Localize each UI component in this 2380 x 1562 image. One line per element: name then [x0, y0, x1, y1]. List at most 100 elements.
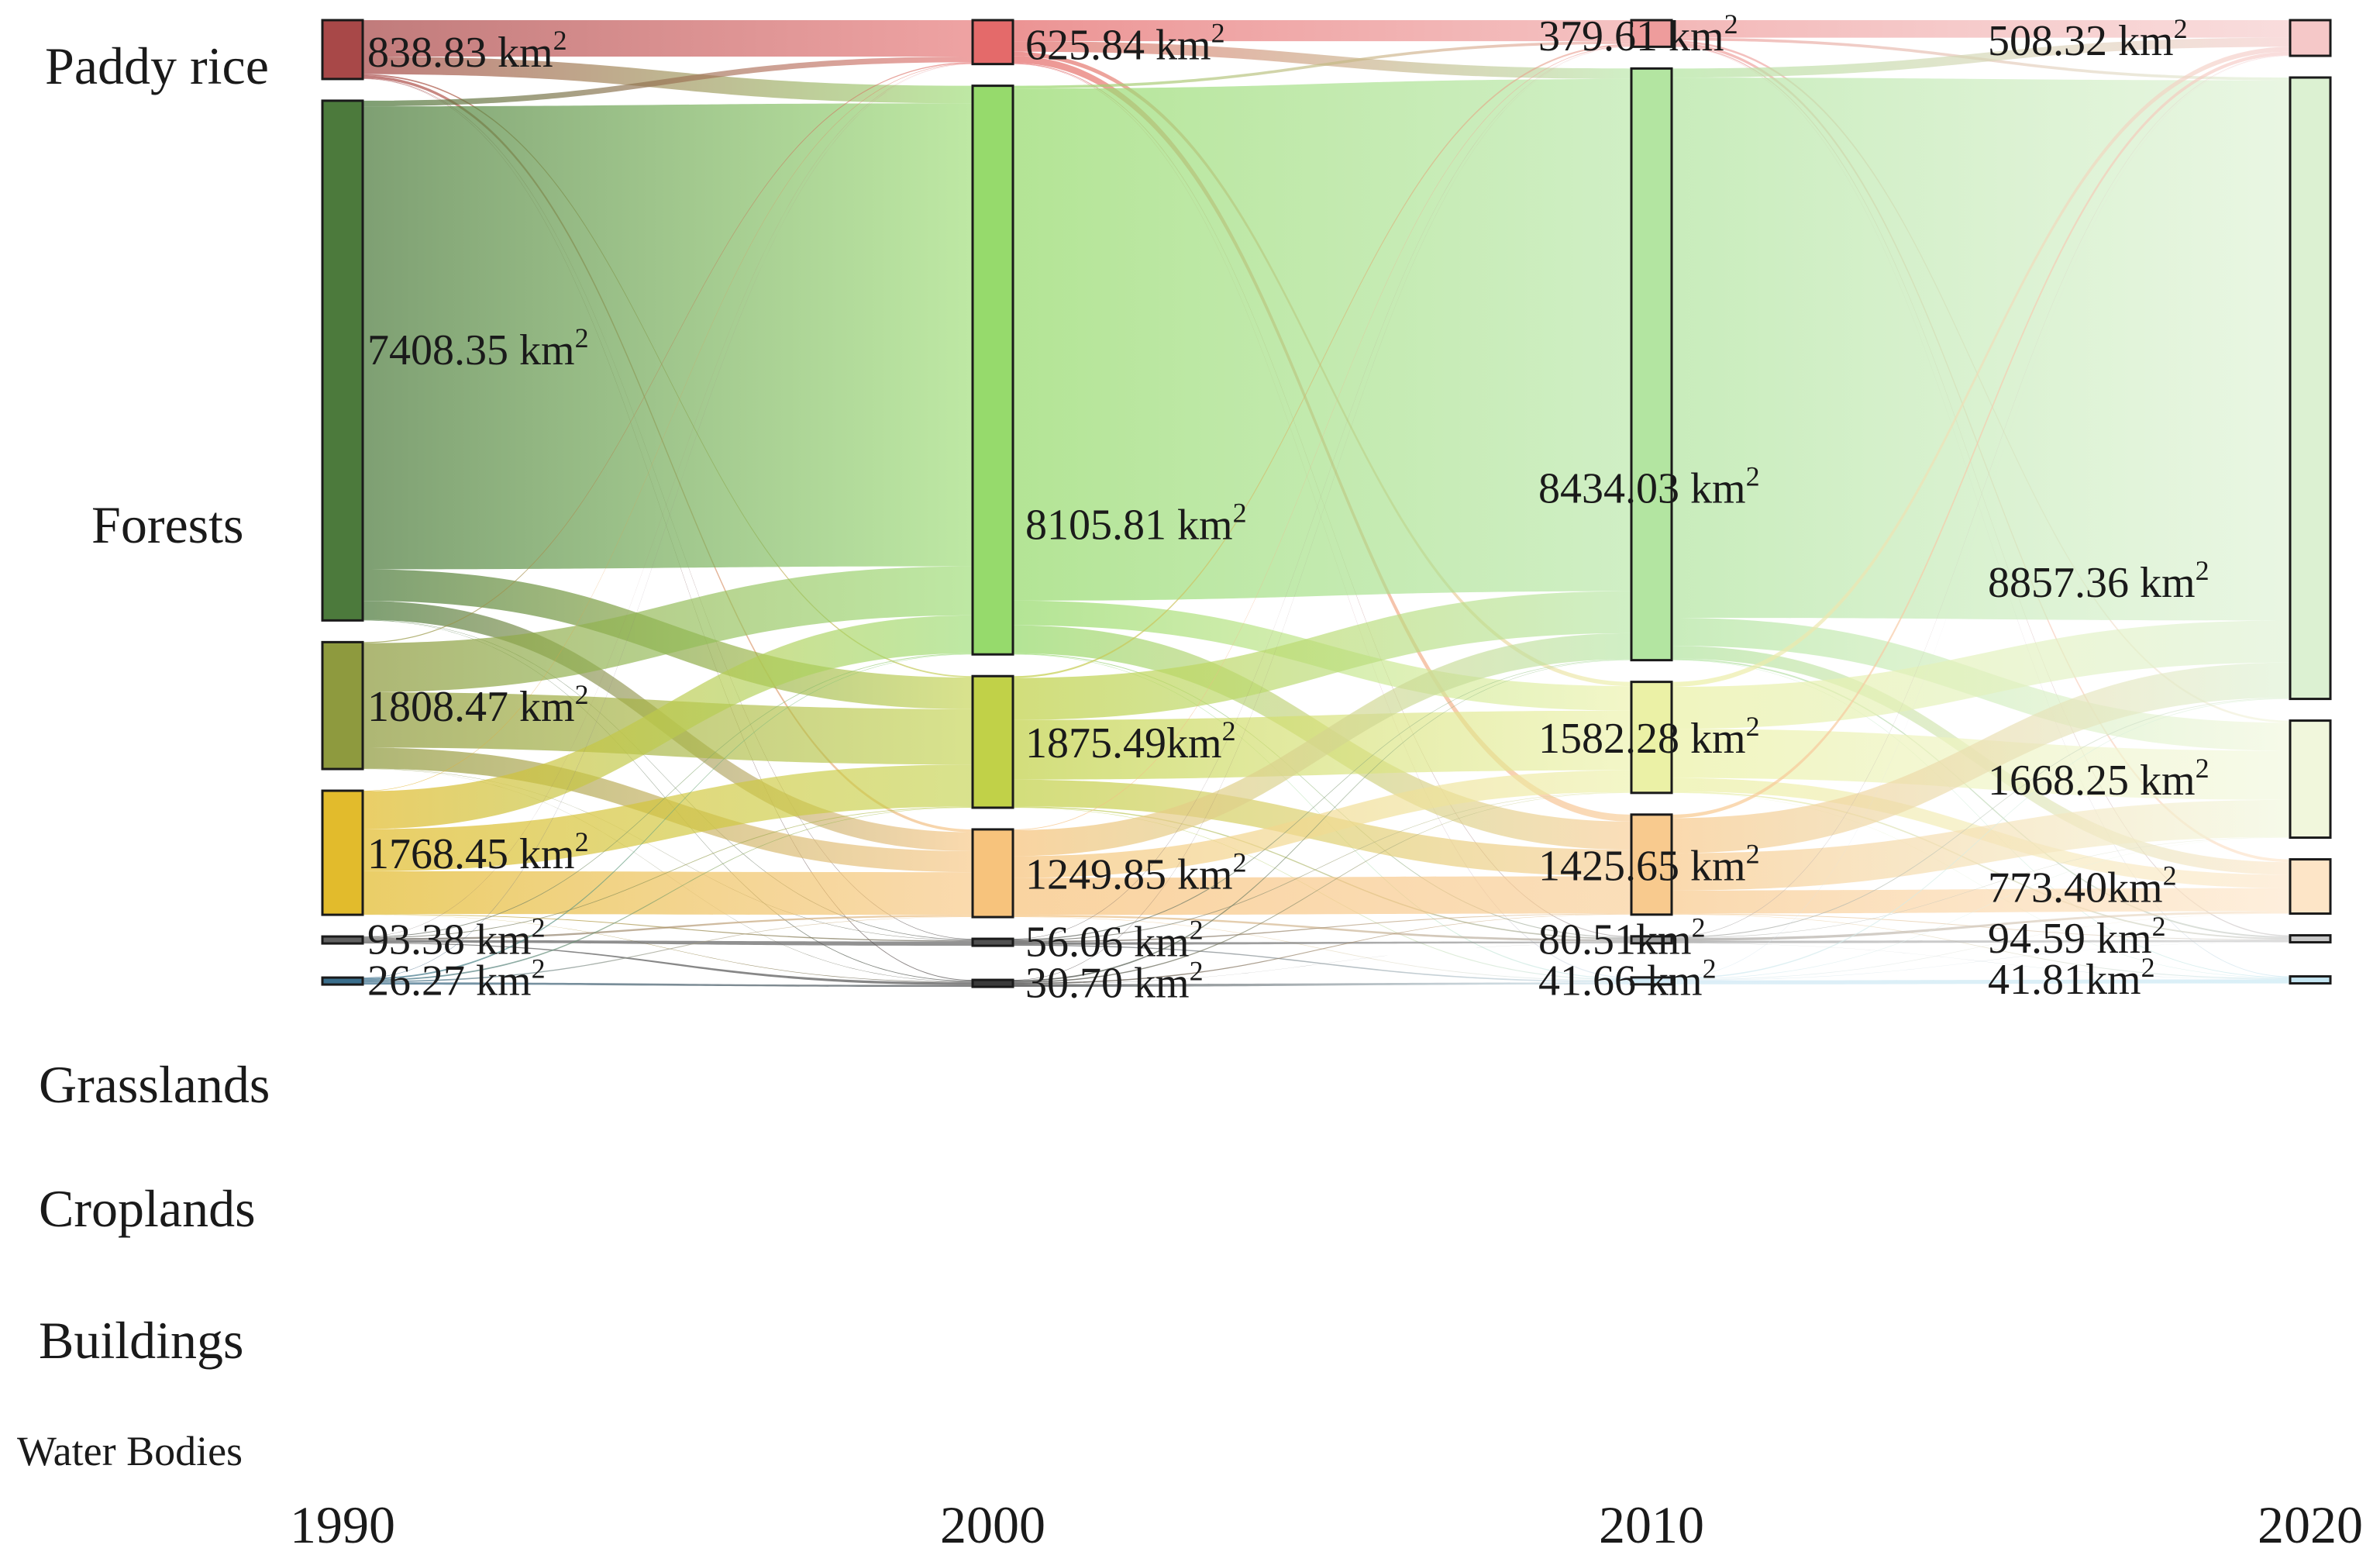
flow-2010-water-bodies-to-2020-croplands — [1672, 913, 2290, 981]
flow-2000-water-bodies-to-2010-forests — [1013, 660, 1631, 982]
flow-1990-grasslands-to-2000-paddy-rice — [363, 62, 973, 643]
flow-2010-buildings-to-2020-grasslands — [1672, 836, 2290, 939]
flow-1990-forests-to-2000-paddy-rice — [363, 57, 973, 107]
node-2000-buildings — [971, 937, 1014, 947]
flow-2010-forests-to-2020-water-bodies — [1672, 660, 2290, 978]
flow-2010-water-bodies-to-2020-paddy-rice — [1672, 55, 2290, 978]
node-2000-water-bodies — [971, 978, 1014, 988]
flow-2010-grasslands-to-2020-forests — [1672, 620, 2290, 729]
flow-2000-buildings-to-2010-water-bodies — [1013, 944, 1631, 983]
node-2020-croplands — [2289, 858, 2332, 915]
flow-2010-forests-to-2020-buildings — [1672, 658, 2290, 938]
flow-1990-water-bodies-to-2000-croplands — [363, 916, 973, 983]
flow-2010-water-bodies-to-2020-water-bodies — [1672, 979, 2290, 984]
flow-layer — [363, 20, 2290, 988]
flow-1990-buildings-to-2000-water-bodies — [363, 942, 973, 985]
category-label-paddy-rice: Paddy rice — [45, 36, 269, 95]
flow-2010-buildings-to-2020-buildings — [1672, 940, 2290, 943]
flow-2000-croplands-to-2010-grasslands — [1013, 770, 1631, 878]
flow-1990-buildings-to-2000-grasslands — [363, 806, 973, 939]
value-label-2020-buildings: 94.59 km2 — [1988, 911, 2166, 963]
flow-1990-water-bodies-to-2000-paddy-rice — [363, 64, 973, 978]
flow-2000-paddy-rice-to-2010-paddy-rice — [1013, 20, 1631, 42]
flow-2010-buildings-to-2020-croplands — [1672, 911, 2290, 941]
node-2020-buildings — [2289, 934, 2332, 944]
flow-2010-croplands-to-2020-paddy-rice — [1672, 51, 2290, 819]
category-label-grasslands: Grasslands — [39, 1055, 270, 1114]
year-label-1990: 1990 — [290, 1495, 395, 1554]
flow-2010-croplands-to-2020-grasslands — [1672, 799, 2290, 891]
node-2020-water-bodies — [2289, 975, 2332, 985]
node-2010-forests — [1630, 67, 1673, 662]
flow-2000-water-bodies-to-2010-paddy-rice — [1013, 47, 1631, 981]
value-label-2010-croplands: 1425.65 km2 — [1538, 838, 1760, 890]
flow-2010-water-bodies-to-2020-forests — [1672, 698, 2290, 979]
node-2010-buildings — [1630, 935, 1673, 945]
node-2010-paddy-rice — [1630, 19, 1673, 48]
value-label-1990-grasslands: 1808.47 km2 — [367, 679, 589, 731]
node-2010-croplands — [1630, 813, 1673, 916]
value-label-1990-forests: 7408.35 km2 — [367, 322, 589, 374]
node-2020-paddy-rice — [2289, 19, 2332, 57]
flow-2000-buildings-to-2010-buildings — [1013, 941, 1631, 945]
flow-2010-paddy-rice-to-2020-paddy-rice — [1672, 20, 2290, 38]
flow-2010-water-bodies-to-2020-grasslands — [1672, 837, 2290, 980]
flow-2000-buildings-to-2010-croplands — [1013, 913, 1631, 943]
node-2000-croplands — [971, 828, 1014, 919]
flow-2000-grasslands-to-2010-paddy-rice — [1013, 43, 1631, 678]
value-label-2000-grasslands: 1875.49km2 — [1025, 715, 1236, 767]
flow-1990-croplands-to-2000-croplands — [363, 871, 973, 915]
flow-1990-forests-to-2000-forests — [363, 103, 973, 570]
flow-1990-grasslands-to-2000-forests — [363, 566, 973, 692]
value-label-2020-forests: 8857.36 km2 — [1988, 555, 2210, 607]
year-label-2020: 2020 — [2258, 1495, 2363, 1554]
flow-2000-buildings-to-2010-paddy-rice — [1013, 46, 1631, 940]
flow-2000-water-bodies-to-2010-buildings — [1013, 943, 1631, 984]
value-label-2000-paddy-rice: 625.84 km2 — [1025, 17, 1225, 69]
flow-2000-paddy-rice-to-2010-forests — [1013, 41, 1631, 79]
year-label-2000: 2000 — [940, 1495, 1045, 1554]
node-2010-water-bodies — [1630, 976, 1673, 986]
flow-2000-forests-to-2010-buildings — [1013, 653, 1631, 939]
flow-1990-croplands-to-2000-water-bodies — [363, 914, 973, 983]
flow-1990-water-bodies-to-2000-grasslands — [363, 807, 973, 981]
node-2010-grasslands — [1630, 681, 1673, 795]
node-1990-paddy-rice — [321, 19, 364, 81]
flow-2000-water-bodies-to-2010-grasslands — [1013, 792, 1631, 983]
flow-2010-buildings-to-2020-paddy-rice — [1672, 55, 2290, 937]
flow-2010-forests-to-2020-paddy-rice — [1672, 37, 2290, 78]
flow-2000-grasslands-to-2010-buildings — [1013, 806, 1631, 940]
flow-2000-croplands-to-2010-croplands — [1013, 876, 1631, 915]
value-label-2010-paddy-rice: 379.61 km2 — [1538, 9, 1738, 60]
node-1990-grasslands — [321, 640, 364, 771]
node-1990-forests — [321, 99, 364, 622]
flow-1990-croplands-to-2000-paddy-rice — [363, 63, 973, 791]
flow-1990-grasslands-to-2000-buildings — [363, 768, 973, 941]
flow-1990-buildings-to-2000-croplands — [363, 915, 973, 940]
node-2020-grasslands — [2289, 719, 2332, 840]
value-label-2000-water-bodies: 30.70 km2 — [1025, 956, 1204, 1008]
flow-2000-forests-to-2010-forests — [1013, 78, 1631, 601]
flow-1990-paddy-rice-to-2000-paddy-rice — [363, 20, 973, 57]
value-label-2010-water-bodies: 41.66 km2 — [1538, 953, 1717, 1005]
flow-2010-grasslands-to-2020-paddy-rice — [1672, 47, 2290, 687]
flow-1990-buildings-to-2000-buildings — [363, 940, 973, 947]
category-label-forests: Forests — [91, 495, 243, 554]
value-label-1990-buildings: 93.38 km2 — [367, 912, 546, 964]
flow-2000-croplands-to-2010-buildings — [1013, 915, 1631, 942]
flow-1990-buildings-to-2000-paddy-rice — [363, 64, 973, 937]
flow-2010-buildings-to-2020-forests — [1672, 698, 2290, 938]
node-2000-forests — [971, 84, 1014, 656]
flow-1990-water-bodies-to-2000-buildings — [363, 946, 973, 983]
flow-1990-water-bodies-to-2000-water-bodies — [363, 982, 973, 988]
flow-1990-croplands-to-2000-grasslands — [363, 764, 973, 871]
value-label-2000-buildings: 56.06 km2 — [1025, 915, 1204, 967]
flow-2000-water-bodies-to-2010-croplands — [1013, 914, 1631, 984]
flow-2010-forests-to-2020-forests — [1672, 78, 2290, 621]
year-label-2010: 2010 — [1599, 1495, 1704, 1554]
flow-2010-croplands-to-2020-croplands — [1672, 888, 2290, 914]
node-2020-forests — [2289, 76, 2332, 701]
flow-2000-grasslands-to-2010-forests — [1013, 591, 1631, 720]
value-label-1990-croplands: 1768.45 km2 — [367, 826, 589, 878]
category-label-croplands: Croplands — [39, 1179, 256, 1238]
